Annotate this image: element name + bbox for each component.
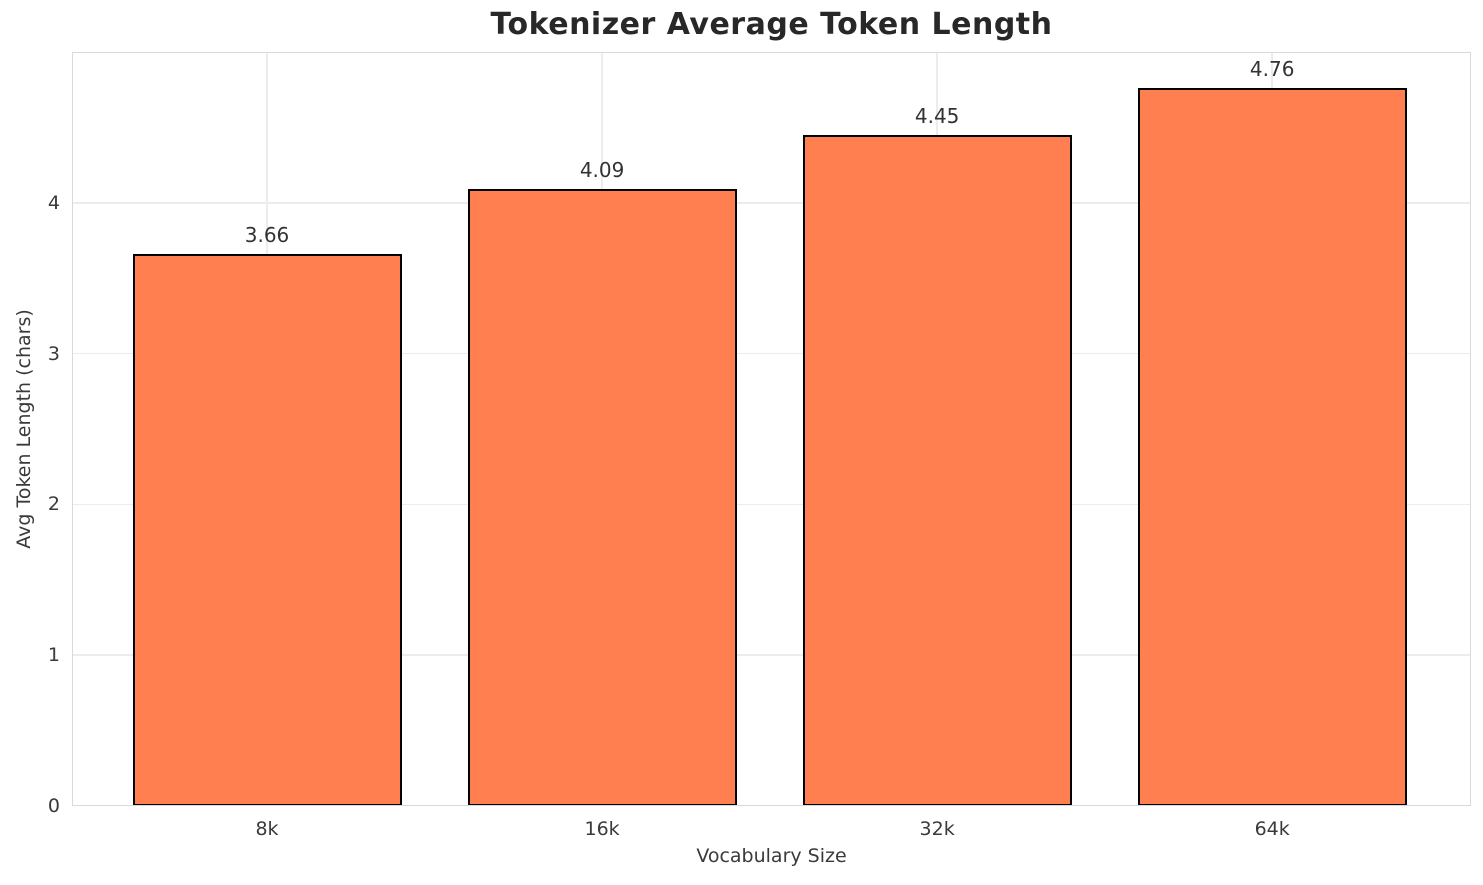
- bar-value-label: 4.09: [579, 158, 625, 183]
- bar-value-label: 4.76: [1249, 57, 1295, 82]
- y-tick-label: 4: [47, 191, 60, 214]
- h-gridline: [72, 202, 1471, 204]
- x-tick-label: 32k: [919, 818, 955, 840]
- x-tick-label: 16k: [584, 818, 620, 840]
- y-tick-label: 1: [47, 644, 60, 667]
- x-tick-label: 64k: [1254, 818, 1290, 840]
- x-axis-label: Vocabulary Size: [696, 845, 847, 867]
- x-tick-label: 8k: [255, 818, 279, 840]
- h-gridline: [72, 352, 1471, 355]
- h-gridline: [72, 654, 1471, 656]
- h-gridline: [72, 503, 1471, 506]
- bar: [1137, 88, 1407, 806]
- chart-title: Tokenizer Average Token Length: [490, 7, 1053, 42]
- bar-value-label: 4.45: [914, 103, 960, 128]
- y-tick-label: 2: [47, 493, 60, 516]
- bar: [467, 189, 737, 806]
- bar-value-label: 3.66: [244, 223, 290, 248]
- y-tick-label: 3: [47, 342, 60, 365]
- bar: [802, 134, 1072, 806]
- y-tick-label: 0: [47, 795, 60, 817]
- bar: [132, 254, 402, 806]
- plot-area: 3.66 4.09 4.45 4.76: [72, 52, 1471, 806]
